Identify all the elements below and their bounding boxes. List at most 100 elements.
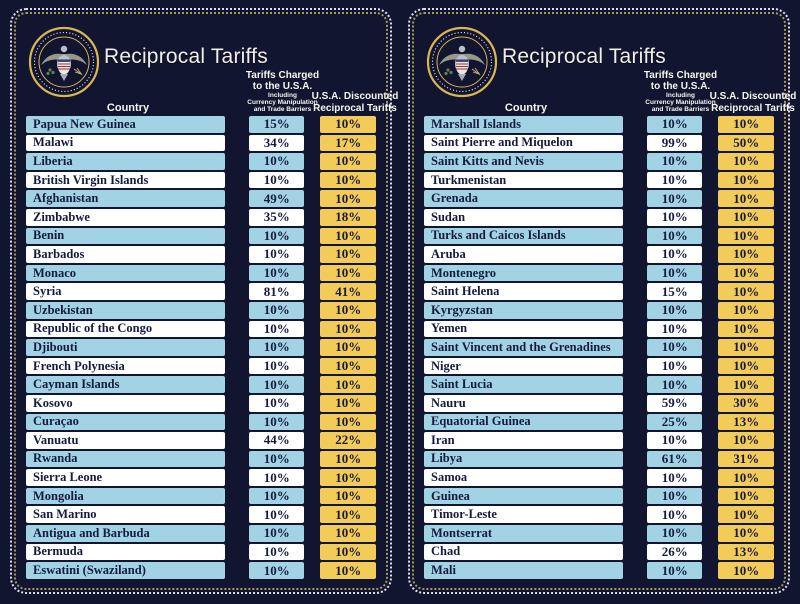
table-row: Cayman Islands 10% 10% <box>26 376 376 393</box>
country-cell: Chad <box>424 543 623 561</box>
country-cell: Antigua and Barbuda <box>26 525 225 542</box>
discounted-cell: 10% <box>718 339 774 356</box>
country-cell: Benin <box>26 227 225 245</box>
charged-cell: 10% <box>646 246 703 263</box>
country-cell: Malawi <box>26 134 225 152</box>
discounted-cell: 10% <box>718 357 774 375</box>
charged-cell: 10% <box>248 246 305 263</box>
discounted-cell: 10% <box>320 227 376 245</box>
discounted-cell: 10% <box>320 376 376 393</box>
table-row: Syria 81% 41% <box>26 283 376 300</box>
discounted-cell: 10% <box>718 227 774 245</box>
discount-header-line: U.S.A. Discounted <box>709 91 797 102</box>
charged-cell: 10% <box>646 487 703 505</box>
country-cell: Syria <box>26 283 225 300</box>
charged-header-subline: and Trade Barriers <box>651 106 710 113</box>
table-row: Turks and Caicos Islands 10% 10% <box>424 227 774 245</box>
charged-cell: 10% <box>248 450 305 468</box>
charged-cell: 10% <box>646 116 703 133</box>
country-cell: Turks and Caicos Islands <box>424 227 623 245</box>
discounted-cell: 10% <box>320 190 376 207</box>
table-row: Grenada 10% 10% <box>424 190 774 207</box>
discounted-cell: 10% <box>320 320 376 338</box>
discounted-cell: 50% <box>718 134 774 152</box>
country-cell: Eswatini (Swaziland) <box>26 562 225 579</box>
presidential-seal-icon <box>28 26 100 98</box>
table-row: Antigua and Barbuda 10% 10% <box>26 525 376 542</box>
tariff-table: Marshall Islands 10% 10% Saint Pierre and M… <box>424 116 774 579</box>
discounted-cell: 10% <box>320 264 376 282</box>
country-cell: Niger <box>424 357 623 375</box>
tariff-panel-left: Reciprocal Tariffs Country Tariffs Charg… <box>10 8 398 594</box>
charged-header-line: to the U.S.A. <box>252 81 313 92</box>
charged-cell: 10% <box>248 357 305 375</box>
column-header-country: Country <box>106 102 150 114</box>
table-row: Republic of the Congo 10% 10% <box>26 320 376 338</box>
discounted-cell: 10% <box>320 413 376 431</box>
discounted-cell: 10% <box>320 339 376 356</box>
table-row: Papua New Guinea 15% 10% <box>26 116 376 133</box>
table-row: Yemen 10% 10% <box>424 320 774 338</box>
country-cell: Afghanistan <box>26 190 225 207</box>
country-cell: Sudan <box>424 208 623 226</box>
charged-header-subline: and Trade Barriers <box>253 106 312 113</box>
country-cell: Yemen <box>424 320 623 338</box>
discounted-cell: 10% <box>718 301 774 319</box>
table-row: Saint Kitts and Nevis 10% 10% <box>424 153 774 170</box>
discounted-cell: 10% <box>718 116 774 133</box>
charged-cell: 10% <box>248 394 305 412</box>
discounted-cell: 10% <box>718 525 774 542</box>
table-row: Turkmenistan 10% 10% <box>424 171 774 189</box>
charged-cell: 10% <box>248 339 305 356</box>
tariff-table: Papua New Guinea 15% 10% Malawi 34% 17% Liberi… <box>26 116 376 579</box>
charged-cell: 25% <box>646 413 703 431</box>
panel-inner-border: Reciprocal Tariffs Country Tariffs Charg… <box>14 12 398 590</box>
table-row: Malawi 34% 17% <box>26 134 376 152</box>
table-row: Curaçao 10% 10% <box>26 413 376 431</box>
country-cell: Saint Vincent and the Grenadines <box>424 339 623 356</box>
table-row: Mongolia 10% 10% <box>26 487 376 505</box>
table-row: Kyrgyzstan 10% 10% <box>424 301 774 319</box>
table-row: Zimbabwe 35% 18% <box>26 208 376 226</box>
table-row: British Virgin Islands 10% 10% <box>26 171 376 189</box>
charged-header-subline: Currency Manipulation <box>247 99 318 106</box>
country-cell: Montenegro <box>424 264 623 282</box>
panel-header: Reciprocal Tariffs Country Tariffs Charg… <box>26 18 398 116</box>
discounted-cell: 10% <box>320 394 376 412</box>
discount-header-line: U.S.A. Discounted <box>311 91 399 102</box>
discounted-cell: 10% <box>718 562 774 579</box>
discounted-cell: 22% <box>320 432 376 449</box>
country-cell: British Virgin Islands <box>26 171 225 189</box>
table-row: Eswatini (Swaziland) 10% 10% <box>26 562 376 579</box>
table-row: Rwanda 10% 10% <box>26 450 376 468</box>
charged-cell: 10% <box>646 357 703 375</box>
panel-title: Reciprocal Tariffs <box>502 45 666 68</box>
charged-header-line: Tariffs Charged <box>643 70 718 81</box>
discounted-cell: 10% <box>718 171 774 189</box>
discounted-cell: 10% <box>718 487 774 505</box>
table-row: French Polynesia 10% 10% <box>26 357 376 375</box>
presidential-seal-icon <box>426 26 498 98</box>
table-row: Liberia 10% 10% <box>26 153 376 170</box>
panel-header: Reciprocal Tariffs Country Tariffs Charg… <box>424 18 796 116</box>
charged-cell: 10% <box>248 153 305 170</box>
charged-cell: 34% <box>248 134 305 152</box>
country-cell: Zimbabwe <box>26 208 225 226</box>
charged-cell: 10% <box>248 320 305 338</box>
country-cell: Timor-Leste <box>424 506 623 524</box>
discounted-cell: 10% <box>320 171 376 189</box>
table-row: Djibouti 10% 10% <box>26 339 376 356</box>
table-row: Aruba 10% 10% <box>424 246 774 263</box>
discounted-cell: 10% <box>718 208 774 226</box>
discounted-cell: 10% <box>718 432 774 449</box>
table-row: Montenegro 10% 10% <box>424 264 774 282</box>
charged-header-subline: Currency Manipulation <box>645 99 716 106</box>
charged-cell: 10% <box>248 487 305 505</box>
discounted-cell: 10% <box>320 525 376 542</box>
charged-cell: 44% <box>248 432 305 449</box>
country-cell: Saint Kitts and Nevis <box>424 153 623 170</box>
charged-header-subline: Including <box>666 92 695 99</box>
country-cell: Kyrgyzstan <box>424 301 623 319</box>
charged-cell: 10% <box>248 543 305 561</box>
